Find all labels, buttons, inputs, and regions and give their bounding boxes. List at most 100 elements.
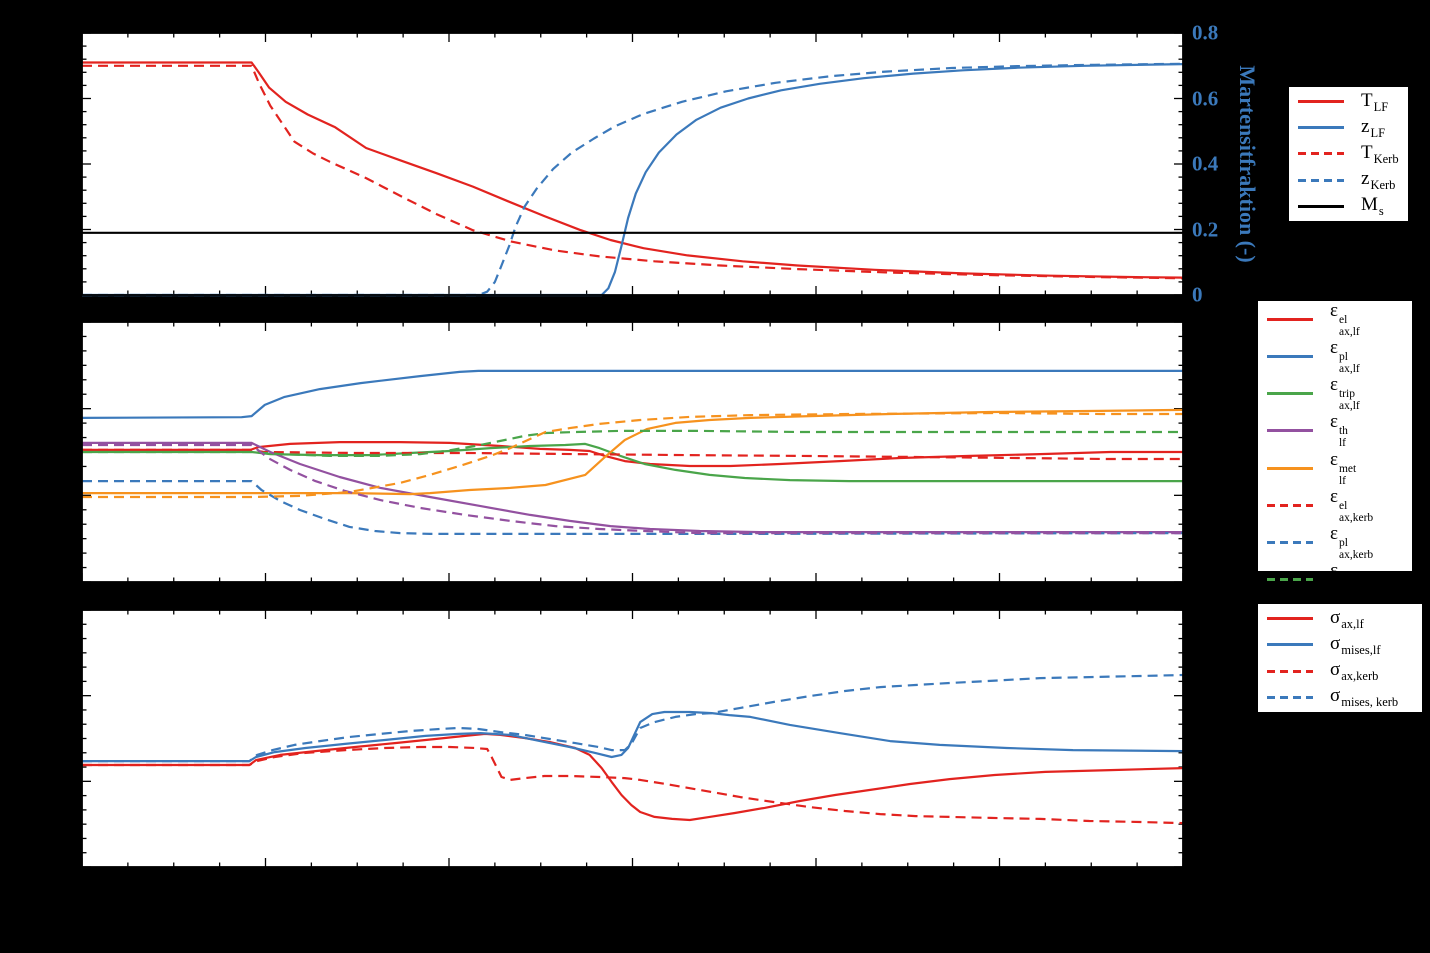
solid-line-sample bbox=[1298, 204, 1344, 208]
symbol-base: ε bbox=[1330, 485, 1338, 507]
dashed-line-sample bbox=[1267, 503, 1313, 507]
symbol-base: σ bbox=[1330, 684, 1341, 706]
solid-line-sample bbox=[1267, 318, 1313, 322]
solid-line-sample bbox=[1267, 355, 1313, 359]
legend-label: σmises,lf bbox=[1330, 634, 1380, 657]
curve-eps_trip_ax_kerb bbox=[82, 429, 1183, 457]
legend-label: zLF bbox=[1361, 117, 1385, 140]
symbol-scripts: trip ax,kerb bbox=[1339, 574, 1373, 598]
symbol-sub: ax,lf bbox=[1341, 616, 1364, 631]
legend-entry-ε-lf: ε th lf bbox=[1258, 412, 1412, 449]
legend-label: TKerb bbox=[1361, 143, 1399, 166]
symbol-sub: ax,kerb bbox=[1338, 548, 1374, 561]
legend-entry-σ-miseskerb: σmises, kerb bbox=[1258, 686, 1422, 709]
solid-line-sample bbox=[1298, 100, 1344, 104]
curve-sigma_ax_lf bbox=[82, 732, 1184, 822]
legend-middle: ε el ax,lf ε pl ax,lf ε trip ax,lf ε th lf ε met lf ε el… bbox=[1257, 300, 1413, 672]
legend-entry-σ-axkerb: σax,kerb bbox=[1258, 660, 1422, 683]
symbol-sub: lf bbox=[1338, 474, 1347, 487]
symbol-sub: ax,kerb bbox=[1338, 511, 1374, 524]
symbol-scripts: met lf bbox=[1339, 463, 1356, 487]
legend-entry-z-LF: zLF bbox=[1289, 117, 1408, 140]
plot-border-1 bbox=[81, 321, 1184, 583]
solid-line-sample bbox=[1298, 126, 1344, 130]
legend-label: ε pl ax,lf bbox=[1330, 338, 1360, 375]
dashed-line-sample bbox=[1267, 540, 1313, 544]
legend-label: ε th lf bbox=[1330, 412, 1348, 449]
legend-entry-z-Kerb: zKerb bbox=[1289, 169, 1408, 192]
symbol-sup: el bbox=[1338, 499, 1348, 512]
dashed-line-sample bbox=[1267, 577, 1313, 581]
symbol-sub: ax,kerb bbox=[1338, 585, 1374, 598]
symbol-base: σ bbox=[1330, 606, 1341, 628]
symbol-sub: mises, kerb bbox=[1341, 694, 1399, 709]
legend-label: ε pl ax,kerb bbox=[1330, 524, 1373, 561]
symbol-scripts: th lf bbox=[1339, 425, 1348, 449]
symbol-sup: pl bbox=[1338, 536, 1348, 549]
legend-label: σax,kerb bbox=[1330, 660, 1378, 683]
right-axis-tick-0.2: 0.2 bbox=[1192, 217, 1219, 241]
symbol-base: σ bbox=[1330, 632, 1341, 654]
curve-T_Kerb bbox=[82, 64, 1184, 280]
solid-line-sample bbox=[1267, 466, 1313, 470]
right-axis-title: Martensitfraktion (-) bbox=[1235, 65, 1260, 263]
solid-line-sample bbox=[1267, 617, 1313, 621]
legend-label: ε el ax,lf bbox=[1330, 301, 1360, 338]
symbol-base: z bbox=[1361, 115, 1370, 137]
symbol-base: ε bbox=[1330, 522, 1338, 544]
legend-label: σmises, kerb bbox=[1330, 686, 1398, 709]
legend-entry-ε-axlf: ε pl ax,lf bbox=[1258, 338, 1412, 375]
right-axis-tick-0.4: 0.4 bbox=[1192, 151, 1219, 176]
symbol-base: z bbox=[1361, 167, 1370, 189]
symbol-sub: s bbox=[1378, 203, 1384, 218]
symbol-sub: ax,lf bbox=[1338, 363, 1360, 376]
curve-eps_met_kerb bbox=[82, 411, 1183, 499]
symbol-sub: LF bbox=[1370, 125, 1386, 140]
legend-label: ε trip ax,kerb bbox=[1330, 561, 1373, 598]
symbol-base: ε bbox=[1330, 411, 1338, 433]
symbol-sub: LF bbox=[1373, 99, 1389, 114]
symbol-base: ε bbox=[1330, 448, 1338, 470]
legend-entry-σ-miseslf: σmises,lf bbox=[1258, 634, 1422, 657]
symbol-base: σ bbox=[1330, 658, 1341, 680]
plot-panel-0 bbox=[81, 32, 1184, 297]
dashed-line-sample bbox=[1298, 178, 1344, 182]
symbol-scripts: trip ax,lf bbox=[1339, 388, 1360, 412]
legend-entry-T-Kerb: TKerb bbox=[1289, 143, 1408, 166]
symbol-sub: Kerb bbox=[1373, 151, 1399, 166]
legend-entry-ε-lf: ε met lf bbox=[1258, 450, 1412, 487]
curve-z_Kerb bbox=[82, 62, 1184, 297]
legend-label: TLF bbox=[1361, 91, 1388, 114]
symbol-sup: pl bbox=[1338, 351, 1348, 364]
plot-panel-1 bbox=[81, 321, 1184, 583]
symbol-sub: mises,lf bbox=[1341, 642, 1381, 657]
legend-entry-ε-axkerb: ε trip ax,kerb bbox=[1258, 561, 1412, 598]
symbol-base: M bbox=[1361, 193, 1378, 215]
symbol-base: T bbox=[1361, 89, 1373, 111]
legend-bottom: σax,lf σmises,lf σax,kerb σmises, kerb bbox=[1257, 603, 1423, 713]
curve-sigma_mises_lf bbox=[82, 710, 1184, 763]
symbol-sup: trip bbox=[1338, 388, 1355, 401]
symbol-base: ε bbox=[1330, 300, 1338, 321]
symbol-scripts: pl ax,kerb bbox=[1339, 537, 1373, 561]
curve-T_LF bbox=[82, 61, 1184, 279]
symbol-sub: Kerb bbox=[1370, 177, 1396, 192]
legend-entry-ε-axkerb: ε el ax,kerb bbox=[1258, 487, 1412, 524]
symbol-base: T bbox=[1361, 141, 1373, 163]
legend-label: Ms bbox=[1361, 195, 1384, 218]
curve-eps_pl_ax_lf bbox=[81, 369, 1183, 419]
symbol-sub: ax,lf bbox=[1338, 400, 1360, 413]
symbol-scripts: el ax,kerb bbox=[1339, 500, 1373, 524]
solid-line-sample bbox=[1267, 429, 1313, 433]
symbol-sup: el bbox=[1338, 314, 1348, 326]
curve-z_LF bbox=[82, 63, 1184, 297]
symbol-sub: lf bbox=[1338, 437, 1347, 450]
symbol-scripts: el ax,lf bbox=[1339, 314, 1360, 338]
legend-label: ε met lf bbox=[1330, 450, 1356, 487]
symbol-sup: met bbox=[1338, 462, 1357, 475]
symbol-base: ε bbox=[1330, 559, 1338, 581]
symbol-sub: ax,lf bbox=[1338, 326, 1360, 339]
legend-entry-T-LF: TLF bbox=[1289, 91, 1408, 114]
